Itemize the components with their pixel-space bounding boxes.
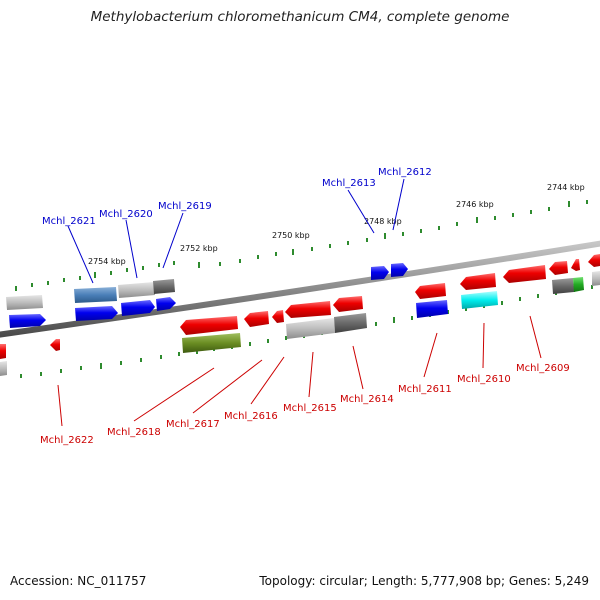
gene-feature[interactable] [272,310,284,323]
gene-feature[interactable] [286,318,335,339]
gene-feature[interactable] [244,311,269,327]
gene-feature[interactable] [549,261,568,275]
gene-label[interactable]: Mchl_2616 [224,411,278,422]
forward-label-leaders [67,178,405,284]
gene-label[interactable]: Mchl_2622 [40,435,94,446]
gene-feature[interactable] [333,296,363,312]
gene-feature[interactable] [334,313,367,333]
gene-feature[interactable] [118,282,155,298]
gene-feature[interactable] [571,259,580,271]
gene-feature[interactable] [573,277,584,292]
gene-feature[interactable] [156,297,176,311]
gene-feature[interactable] [371,266,389,280]
gene-label[interactable]: Mchl_2609 [516,363,570,374]
gene-label[interactable]: Mchl_2611 [398,384,452,395]
kbp-label: 2746 kbp [456,200,494,209]
kbp-label: 2744 kbp [547,183,585,192]
gene-label[interactable]: Mchl_2613 [322,178,376,189]
gene-feature[interactable] [588,254,600,267]
map-title: Methylobacterium chloromethanicum CM4, c… [90,9,510,25]
gene-feature[interactable] [180,316,238,335]
gene-feature[interactable] [6,295,43,310]
gene-feature[interactable] [9,314,46,328]
gene-feature[interactable] [592,271,600,286]
genome-summary: Topology: circular; Length: 5,777,908 bp… [259,574,589,588]
kbp-label: 2748 kbp [364,217,402,226]
gene-feature[interactable] [0,361,7,376]
gene-feature[interactable] [74,287,117,303]
gene-feature[interactable] [552,278,574,294]
reverse-label-leaders [57,315,542,427]
gene-feature[interactable] [121,300,155,316]
gene-feature[interactable] [285,301,331,318]
gene-label[interactable]: Mchl_2617 [166,419,220,430]
kbp-label: 2754 kbp [88,257,126,266]
gene-feature[interactable] [391,263,408,277]
forward-strand-features [6,263,408,328]
gene-label[interactable]: Mchl_2620 [99,209,153,220]
gene-label[interactable]: Mchl_2619 [158,201,212,212]
gene-label[interactable]: Mchl_2614 [340,394,394,405]
outer-tick-track [15,200,588,291]
gene-feature[interactable] [50,339,60,351]
kbp-label: 2750 kbp [272,231,310,240]
gene-feature[interactable] [461,291,498,309]
gene-label[interactable]: Mchl_2618 [107,427,161,438]
gene-feature[interactable] [75,306,118,321]
gene-label[interactable]: Mchl_2615 [283,403,337,414]
kbp-label: 2752 kbp [180,244,218,253]
gene-feature[interactable] [415,283,446,299]
gene-feature[interactable] [416,300,448,318]
genome-backbone [0,240,600,338]
gene-feature[interactable] [0,344,6,359]
gene-label[interactable]: Mchl_2612 [378,167,432,178]
gene-feature[interactable] [460,273,496,290]
gene-label[interactable]: Mchl_2621 [42,216,96,227]
gene-feature[interactable] [503,265,546,283]
reverse-strand-features [0,254,600,376]
gene-label[interactable]: Mchl_2610 [457,374,511,385]
gene-feature[interactable] [153,279,175,294]
gene-feature[interactable] [182,333,241,353]
accession-info: Accession: NC_011757 [10,574,147,588]
